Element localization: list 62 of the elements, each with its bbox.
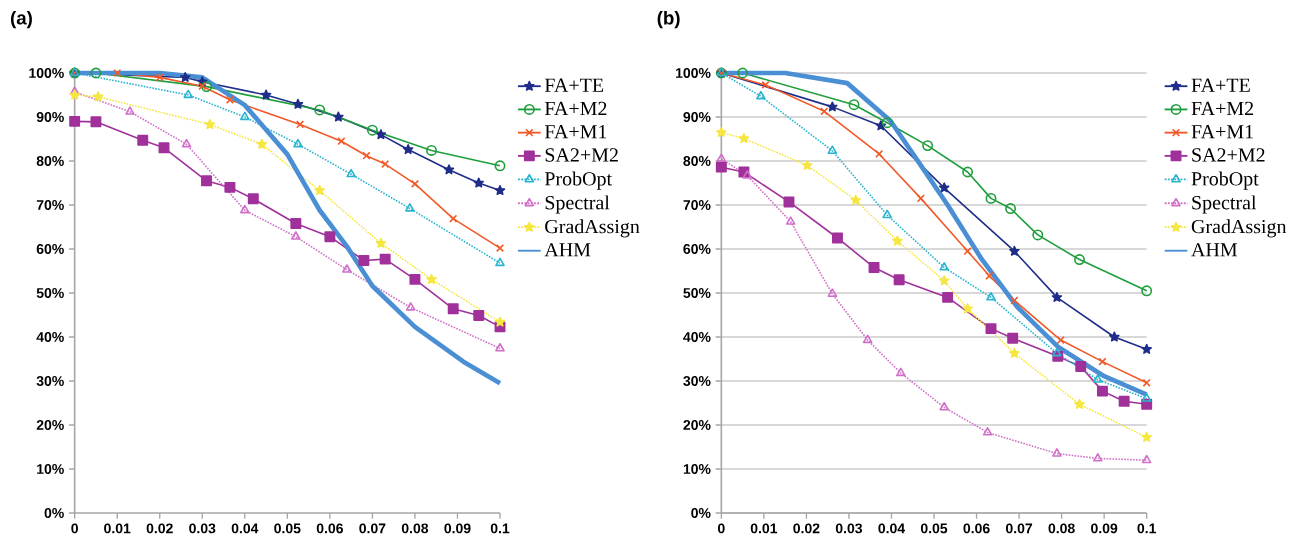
legend-label: GradAssign: [1191, 219, 1287, 238]
y-tick-label: 20%: [36, 420, 64, 430]
y-tick-label: 0%: [691, 508, 711, 518]
y-tick-label: 20%: [683, 420, 711, 430]
legend-label: ProbOpt: [544, 171, 612, 190]
x-tick-label: 0.06: [316, 523, 343, 534]
x-tick-label: 0: [717, 523, 725, 534]
y-tick-label: 10%: [37, 464, 64, 474]
x-tick-label: 0.05: [274, 523, 301, 534]
y-tick-label: 80%: [36, 156, 64, 166]
x-tick-label: 0.03: [835, 523, 863, 534]
legend-label: SA2+M2: [1192, 148, 1265, 162]
y-tick-label: 60%: [683, 244, 711, 254]
legend-label: AHM: [1191, 243, 1238, 257]
x-tick-label: 0.02: [793, 523, 820, 534]
x-tick-label: 0.02: [146, 523, 173, 534]
legend-label: Spectral: [1192, 195, 1257, 214]
y-tick-label: 40%: [683, 332, 711, 342]
legend-label: FA+M2: [1191, 101, 1254, 116]
legend-label: FA+M1: [544, 125, 607, 139]
y-tick-label: 90%: [683, 112, 711, 122]
x-tick-label: 0.1: [490, 523, 510, 534]
legend-label: ProbOpt: [1191, 171, 1259, 190]
legend-label: FA+TE: [544, 78, 604, 92]
x-tick-label: 0: [71, 523, 78, 534]
y-tick-label: 0%: [44, 508, 64, 518]
x-tick-label: 0.09: [444, 523, 471, 534]
legend-label: AHM: [544, 243, 591, 257]
legend-label: SA2+M2: [545, 148, 618, 162]
y-tick-label: 50%: [683, 288, 711, 298]
legend-label: GradAssign: [545, 219, 640, 238]
y-tick-label: 100%: [676, 68, 711, 78]
x-tick-label: 0.03: [189, 523, 216, 534]
x-tick-label: 0.1: [1137, 523, 1156, 534]
legend-label: FA+M1: [1191, 125, 1253, 139]
y-tick-label: 40%: [36, 332, 64, 342]
chart-title: (a): [10, 10, 32, 29]
y-tick-label: 30%: [36, 376, 64, 386]
legend-label: FA+M2: [544, 101, 607, 116]
x-tick-label: 0.01: [104, 523, 131, 534]
x-tick-label: 0.09: [1091, 523, 1118, 534]
y-tick-label: 100%: [29, 68, 64, 78]
x-tick-label: 0.07: [359, 523, 386, 534]
chart-title: (b): [657, 10, 680, 29]
x-tick-label: 0.04: [878, 523, 905, 534]
y-tick-label: 50%: [36, 288, 64, 298]
x-tick-label: 0.07: [1005, 523, 1033, 534]
x-tick-label: 0.01: [750, 523, 778, 534]
y-tick-label: 70%: [36, 200, 64, 210]
x-tick-label: 0.08: [1048, 523, 1075, 534]
x-tick-label: 0.06: [963, 523, 990, 534]
legend-label: FA+TE: [1191, 78, 1250, 92]
y-tick-label: 70%: [683, 200, 711, 210]
y-tick-label: 10%: [683, 464, 711, 474]
x-tick-label: 0.04: [231, 523, 259, 534]
x-tick-label: 0.08: [401, 523, 429, 534]
y-tick-label: 80%: [683, 156, 711, 166]
x-tick-label: 0.05: [920, 523, 948, 534]
y-tick-label: 30%: [683, 376, 711, 386]
legend-label: Spectral: [545, 195, 610, 214]
y-tick-label: 90%: [36, 112, 64, 122]
y-tick-label: 60%: [36, 244, 64, 254]
